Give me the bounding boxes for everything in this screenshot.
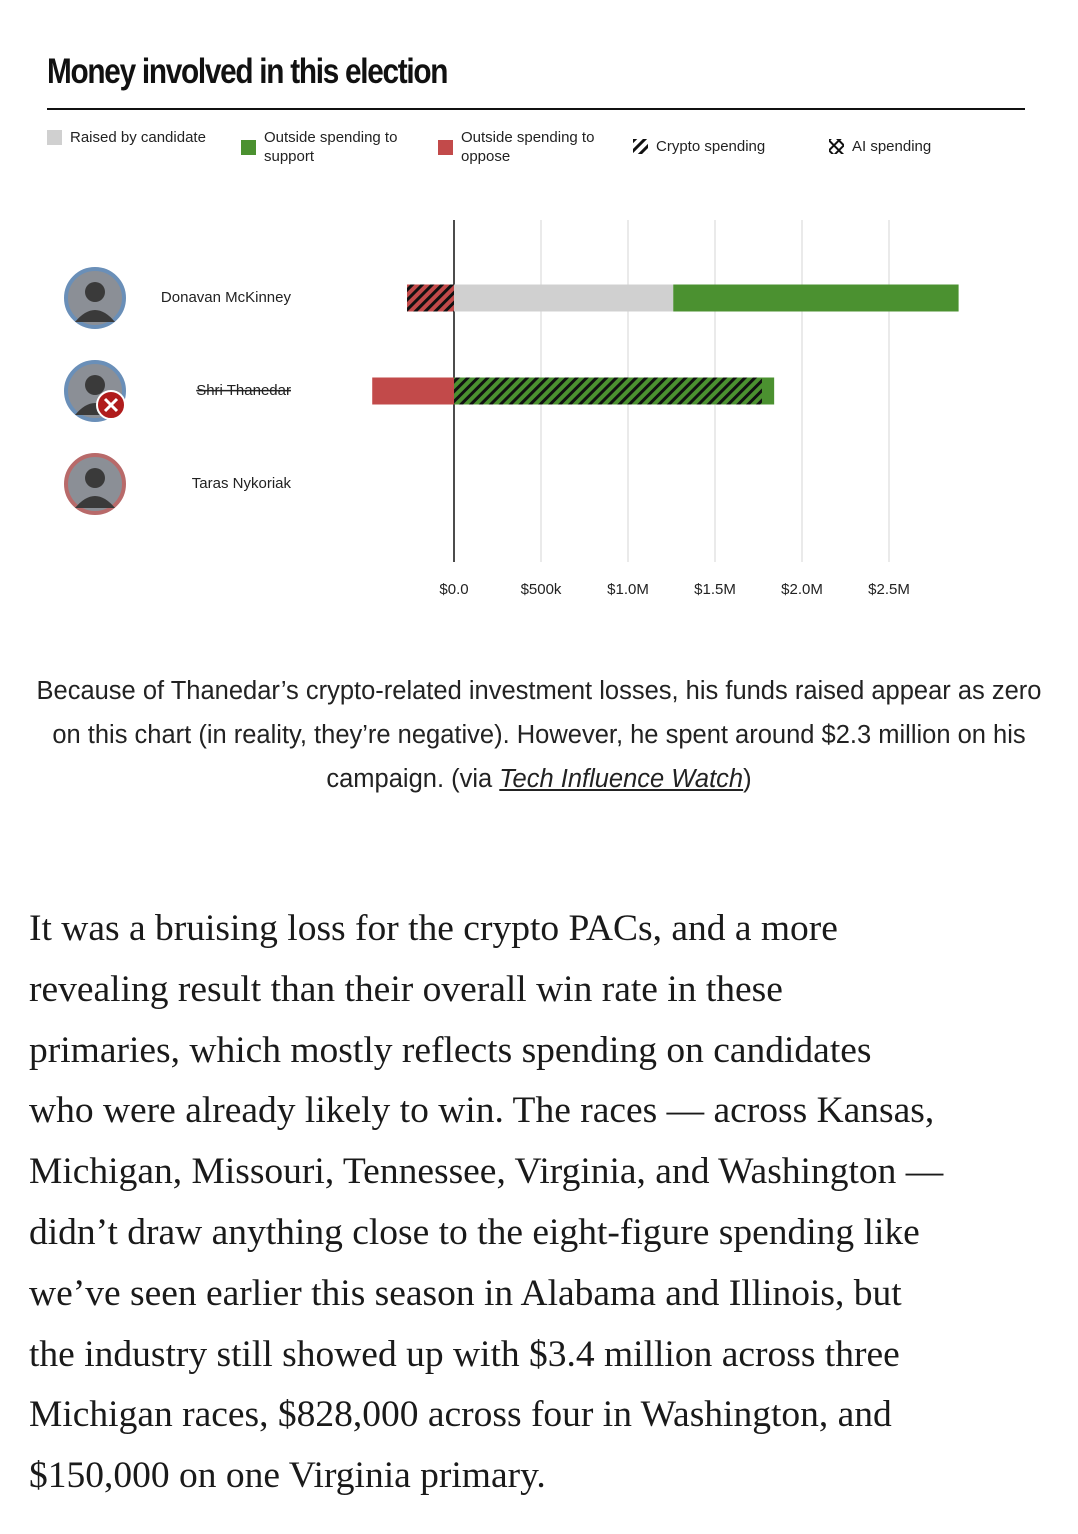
legend-swatch bbox=[633, 139, 648, 154]
avatar-head bbox=[85, 282, 105, 302]
legend-item: Outside spending to support bbox=[241, 128, 411, 166]
article-line: Michigan races, $828,000 across four in … bbox=[29, 1394, 892, 1436]
title-rule bbox=[47, 108, 1025, 110]
x-tick-label: $1.0M bbox=[607, 581, 649, 598]
article-line: who were already likely to win. The race… bbox=[29, 1090, 935, 1132]
legend-label: Outside spending to oppose bbox=[461, 129, 595, 165]
x-tick-label: $500k bbox=[521, 581, 562, 598]
x-tick-label: $2.0M bbox=[781, 581, 823, 598]
legend-item: Raised by candidate bbox=[47, 128, 217, 147]
avatar-head bbox=[85, 468, 105, 488]
legend-item: Crypto spending bbox=[633, 137, 803, 156]
article-line: the industry still showed up with $3.4 m… bbox=[29, 1333, 900, 1375]
article: It was a bruising loss for the crypto PA… bbox=[29, 899, 943, 1507]
caption: Because of Thanedar’s crypto-related inv… bbox=[30, 669, 1048, 801]
candidate-name: Donavan McKinney bbox=[161, 289, 292, 306]
legend-item: AI spending bbox=[829, 137, 999, 156]
legend-label: Crypto spending bbox=[656, 138, 766, 155]
candidate-name: Shri Thanedar bbox=[196, 382, 291, 399]
article-line: we’ve seen earlier this season in Alabam… bbox=[29, 1272, 902, 1314]
legend-pattern bbox=[829, 139, 844, 154]
overlay-pattern bbox=[454, 377, 762, 405]
article-line: revealing result than their overall win … bbox=[29, 968, 783, 1010]
bar-segment bbox=[454, 284, 674, 312]
article-line: Michigan, Missouri, Tennessee, Virginia,… bbox=[29, 1151, 944, 1193]
bar-segment bbox=[673, 284, 959, 312]
legend-label: Raised by candidate bbox=[70, 129, 206, 146]
x-tick-label: $1.5M bbox=[694, 581, 736, 598]
chart: $0.0 $500k $1.0M $1.5M $2.0M $2.5M Donavan McK… bbox=[64, 220, 959, 598]
avatar-body bbox=[75, 310, 115, 322]
chart-title: Money involved in this election bbox=[47, 52, 448, 91]
article-line: didn’t draw anything close to the eight-… bbox=[29, 1211, 920, 1253]
legend-pattern bbox=[633, 139, 648, 154]
legend-swatch bbox=[829, 139, 844, 154]
legend-item: Outside spending to oppose bbox=[438, 128, 608, 166]
avatar-head bbox=[85, 375, 105, 395]
candidate-name: Taras Nykoriak bbox=[192, 475, 292, 492]
legend-swatch bbox=[241, 139, 256, 155]
article-line: primaries, which mostly reflects spendin… bbox=[29, 1029, 872, 1071]
overlay-pattern bbox=[407, 284, 454, 312]
legend-swatch bbox=[47, 130, 62, 145]
caption-text: Because of Thanedar’s crypto-related inv… bbox=[36, 677, 1042, 793]
caption-end: ) bbox=[743, 765, 752, 793]
legend-swatch bbox=[438, 139, 453, 155]
eliminated-x bbox=[103, 397, 119, 413]
avatar-body bbox=[75, 496, 115, 508]
article-line: It was a bruising loss for the crypto PA… bbox=[29, 908, 838, 949]
legend-label: Outside spending to support bbox=[264, 129, 398, 165]
x-tick-label: $2.5M bbox=[868, 581, 910, 598]
article-line: $150,000 on one Virginia primary. bbox=[29, 1455, 546, 1497]
caption-link[interactable]: Tech Influence Watch bbox=[499, 765, 744, 793]
legend-label: AI spending bbox=[852, 138, 932, 155]
bar-segment bbox=[372, 377, 454, 405]
x-tick-label: $0.0 bbox=[439, 581, 468, 598]
